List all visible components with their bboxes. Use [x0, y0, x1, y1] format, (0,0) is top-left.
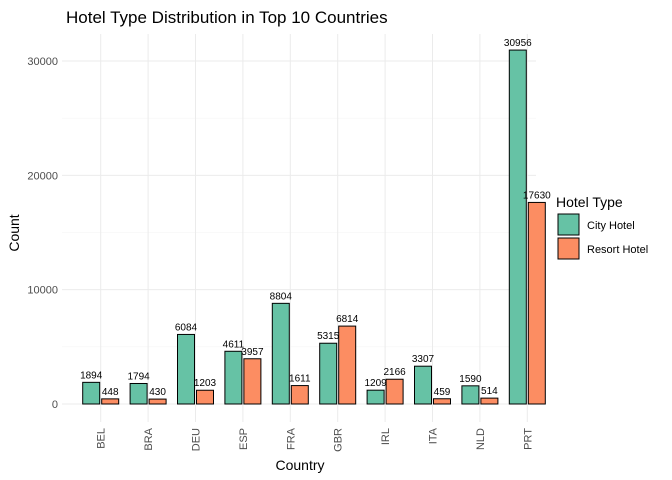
x-tick-label: GBR — [333, 428, 345, 452]
data-label: 2166 — [383, 367, 406, 378]
bar-fra-resort-hotel — [290, 385, 309, 405]
x-tick-label: IRL — [380, 428, 392, 445]
data-label: 1794 — [127, 371, 150, 382]
data-label: 459 — [434, 387, 451, 398]
bar-nld-city-hotel — [461, 385, 480, 405]
data-label: 430 — [149, 387, 166, 398]
bar-gbr-city-hotel — [319, 342, 338, 405]
chart-title: Hotel Type Distribution in Top 10 Countr… — [66, 8, 388, 27]
bar-prt-city-hotel — [508, 49, 527, 405]
data-label: 1611 — [289, 374, 311, 385]
data-label: 17630 — [523, 190, 551, 201]
x-axis-title: Country — [275, 457, 324, 473]
bar-bra-resort-hotel — [148, 398, 167, 405]
data-label: 448 — [102, 387, 119, 398]
bar-prt-resort-hotel — [527, 201, 546, 405]
bar-bel-resort-hotel — [101, 398, 120, 405]
grid-lines — [62, 34, 536, 422]
bar-irl-resort-hotel — [385, 378, 404, 405]
bar-irl-city-hotel — [366, 389, 385, 405]
legend-title: Hotel Type — [556, 194, 623, 210]
data-label: 3957 — [241, 347, 264, 358]
x-axis-ticks: BEL BRA DEU ESP FRA GBR IRL ITA NLD PRT — [96, 427, 535, 452]
data-label: 30956 — [504, 38, 532, 49]
data-label: 1590 — [459, 374, 482, 385]
data-label: 1209 — [364, 378, 387, 389]
y-tick-label: 0 — [52, 399, 58, 411]
x-tick-label: FRA — [285, 427, 297, 450]
bar-gbr-resort-hotel — [338, 325, 357, 405]
data-label: 3307 — [412, 354, 435, 365]
bar-fra-city-hotel — [271, 302, 290, 405]
data-label: 1894 — [80, 370, 103, 381]
bar-esp-resort-hotel — [243, 358, 262, 405]
bar-esp-city-hotel — [224, 350, 243, 405]
y-axis-ticks: 0 10000 20000 30000 — [27, 56, 58, 411]
x-tick-label: NLD — [475, 428, 487, 450]
x-tick-label: DEU — [191, 428, 203, 451]
data-label: 5315 — [317, 331, 340, 342]
bar-deu-resort-hotel — [196, 389, 214, 405]
y-tick-label: 10000 — [27, 285, 58, 297]
x-tick-label: PRT — [522, 428, 534, 450]
x-tick-label: BEL — [96, 428, 108, 449]
legend-label: City Hotel — [587, 220, 635, 232]
bar-ita-city-hotel — [414, 365, 432, 405]
legend-key-resort-hotel — [557, 237, 580, 260]
y-axis-title: Count — [6, 214, 22, 251]
data-label: 514 — [481, 386, 498, 397]
bar-nld-resort-hotel — [480, 397, 499, 405]
data-label: 1203 — [194, 378, 217, 389]
legend-key-city-hotel — [557, 213, 580, 236]
legend-label: Resort Hotel — [587, 244, 648, 256]
legend: Hotel Type City Hotel Resort Hotel — [556, 194, 648, 260]
bar-bel-city-hotel — [82, 381, 101, 405]
y-tick-label: 20000 — [27, 170, 58, 182]
bar-ita-resort-hotel — [433, 398, 451, 405]
bar-bra-city-hotel — [129, 382, 148, 405]
data-label: 6814 — [336, 314, 359, 325]
data-label: 8804 — [270, 291, 293, 302]
x-tick-label: BRA — [143, 427, 155, 450]
x-tick-label: ITA — [428, 427, 440, 444]
bars — [82, 49, 546, 405]
bar-deu-city-hotel — [177, 333, 195, 405]
data-label: 6084 — [175, 322, 198, 333]
y-tick-label: 30000 — [27, 56, 58, 68]
data-label: 4611 — [223, 339, 245, 350]
x-tick-label: ESP — [238, 428, 250, 450]
